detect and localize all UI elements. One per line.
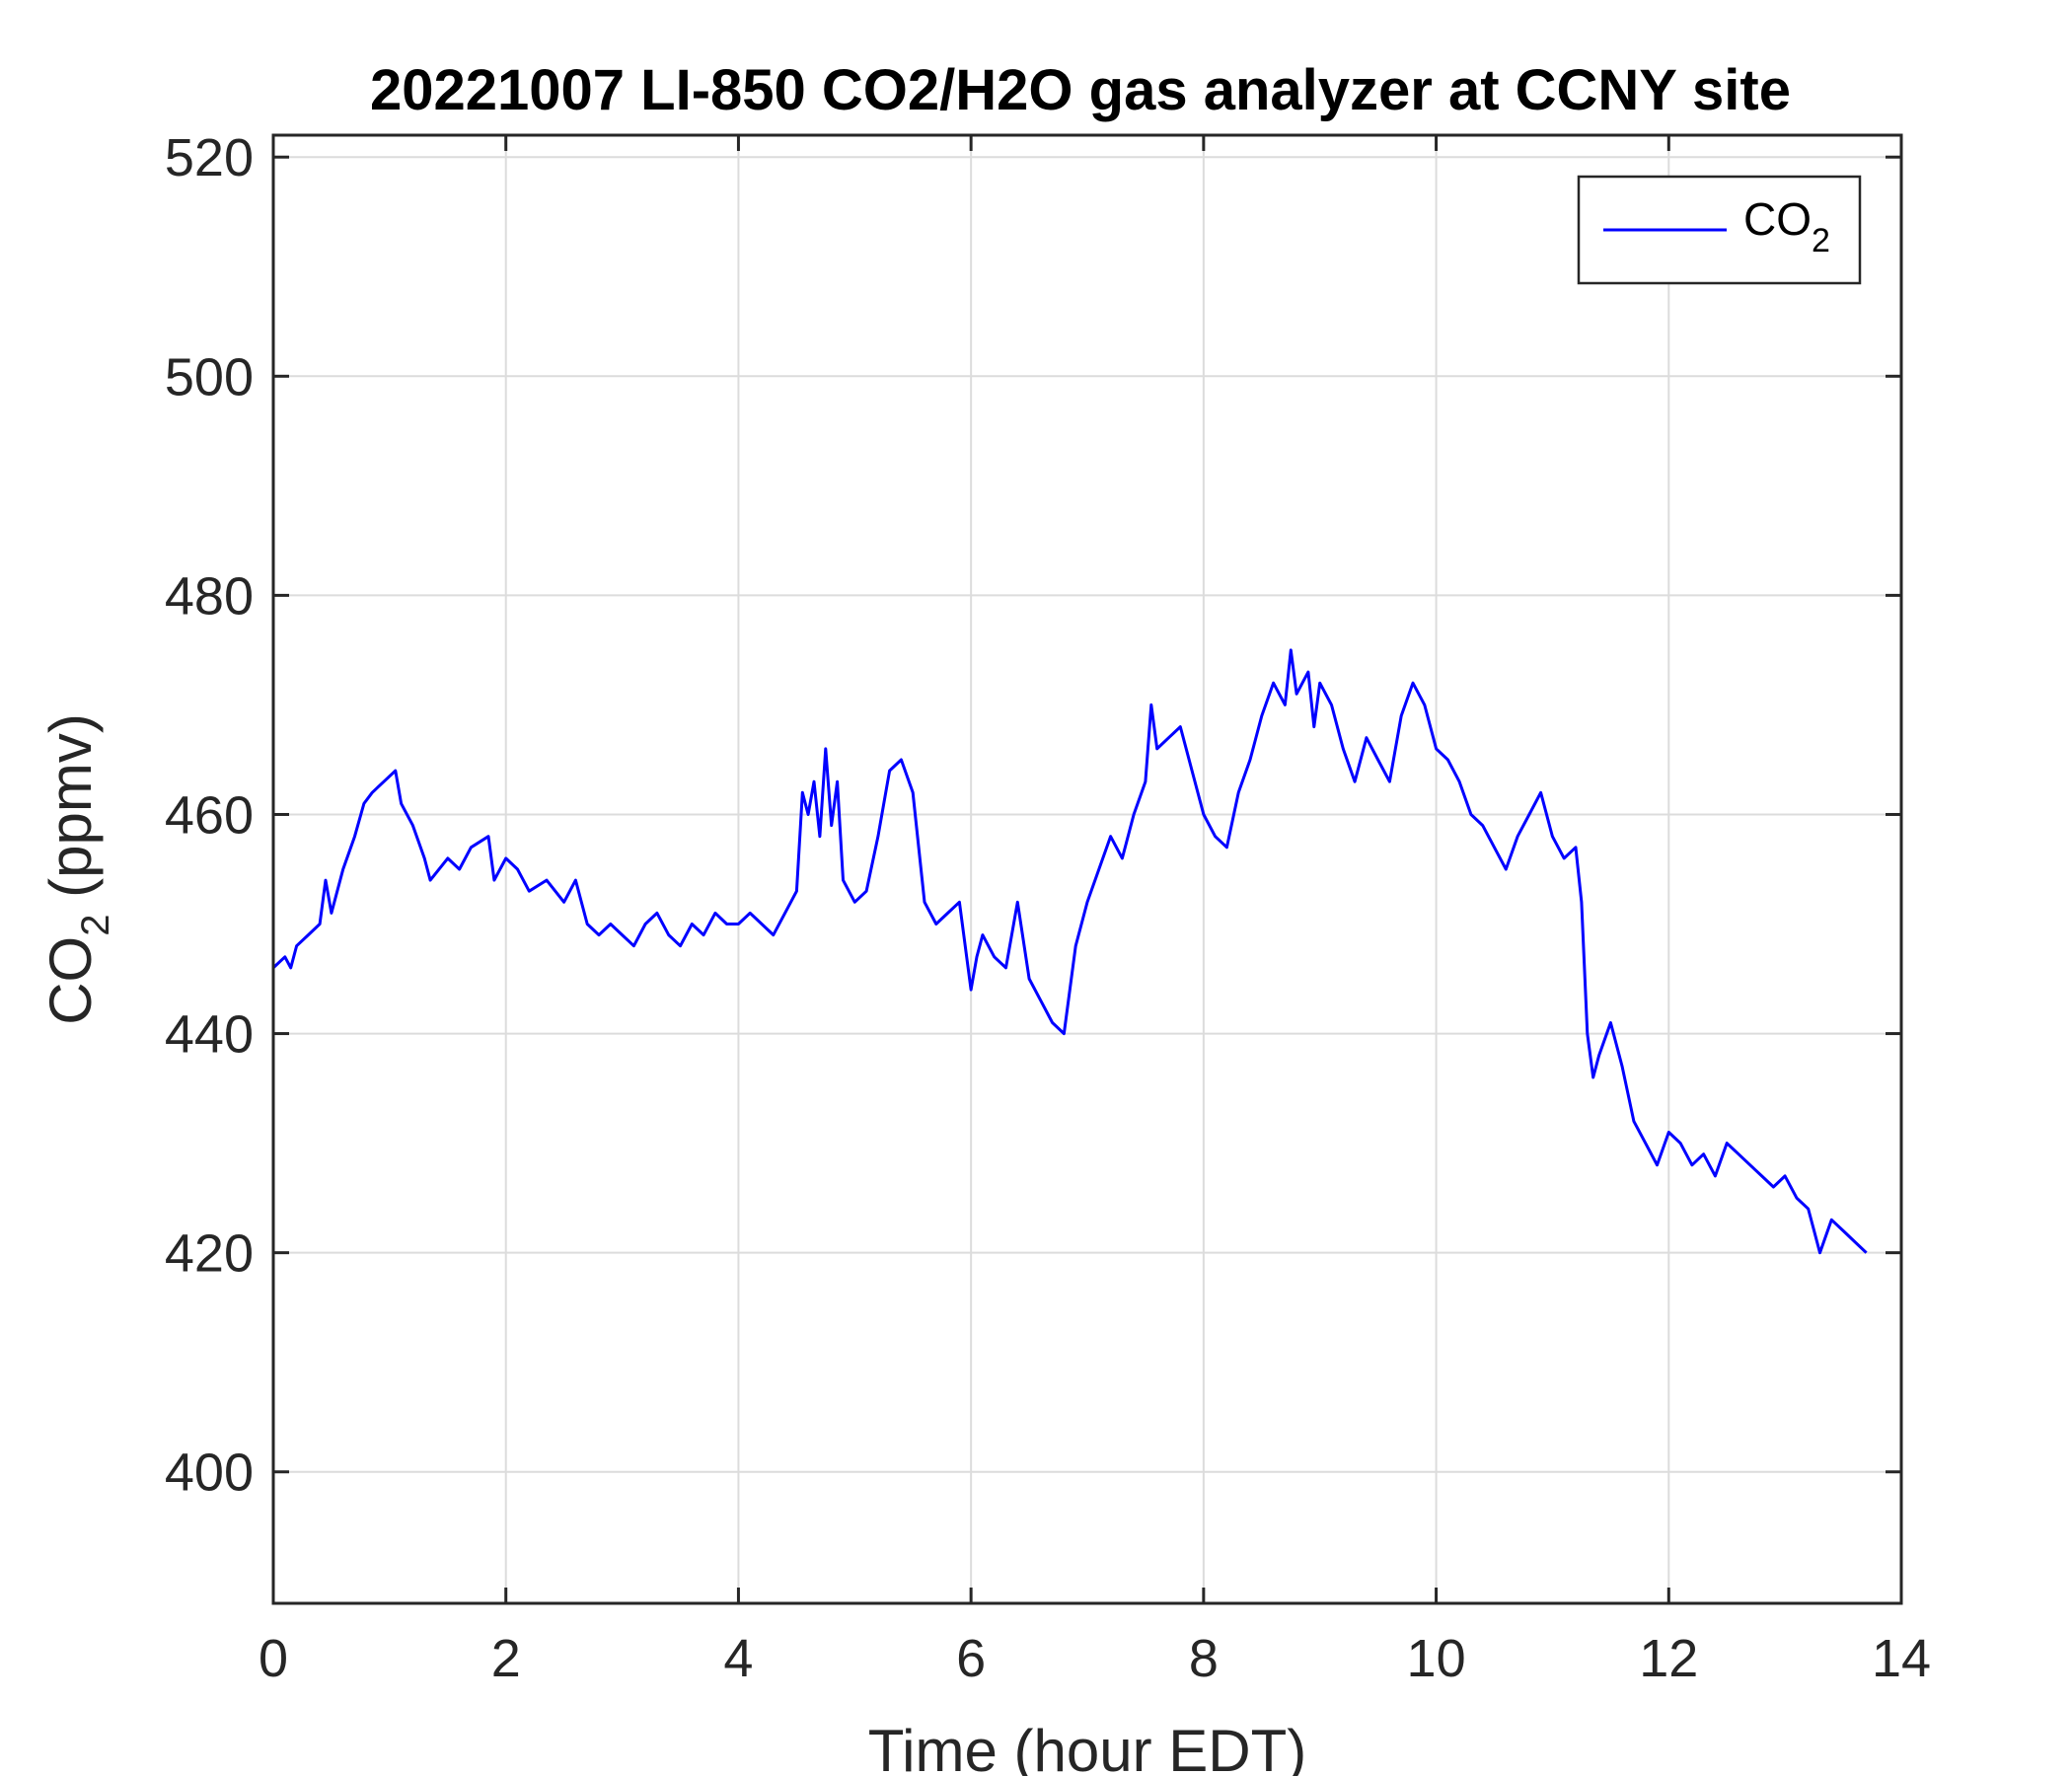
x-tick-label: 6 bbox=[956, 1629, 986, 1688]
y-axis-label-sub: 2 bbox=[74, 915, 117, 936]
series-layer bbox=[271, 648, 1868, 1255]
y-axis-label: CO2 (ppmv) bbox=[37, 713, 117, 1025]
legend-label-base: CO bbox=[1743, 193, 1812, 245]
y-tick-label: 400 bbox=[165, 1443, 254, 1503]
y-tick-label: 440 bbox=[165, 1005, 254, 1065]
x-tick-label: 2 bbox=[491, 1629, 521, 1688]
x-tick-label: 12 bbox=[1639, 1629, 1698, 1688]
series-line-co2 bbox=[271, 648, 1868, 1255]
x-tick-label: 10 bbox=[1407, 1629, 1466, 1688]
y-tick-label: 480 bbox=[165, 566, 254, 626]
x-axis-label: Time (hour EDT) bbox=[868, 1718, 1307, 1776]
x-tick-label: 0 bbox=[259, 1629, 288, 1688]
legend[interactable]: CO2 bbox=[1577, 175, 1862, 285]
y-tick-label: 420 bbox=[165, 1224, 254, 1284]
chart-title: 20221007 LI-850 CO2/H2O gas analyzer at … bbox=[370, 58, 1791, 122]
x-tick-label: 4 bbox=[723, 1629, 753, 1688]
axes-box bbox=[271, 133, 1903, 1605]
x-tick-label: 8 bbox=[1189, 1629, 1219, 1688]
y-tick-label: 500 bbox=[165, 347, 254, 407]
y-tick-label: 460 bbox=[165, 785, 254, 845]
x-tick-label: 14 bbox=[1872, 1629, 1931, 1688]
legend-label-sub: 2 bbox=[1812, 222, 1830, 259]
ticks: 0 2 4 6 8 10 12 14 400 420 440 460 480 500 520 bbox=[165, 128, 1931, 1688]
plot-area bbox=[273, 135, 1901, 1603]
y-axis-label-base: CO bbox=[37, 936, 104, 1025]
y-tick-label: 520 bbox=[165, 128, 254, 187]
y-axis-label-rest: (ppmv) bbox=[37, 713, 104, 914]
legend-label-co2: CO2 bbox=[1743, 193, 1830, 259]
